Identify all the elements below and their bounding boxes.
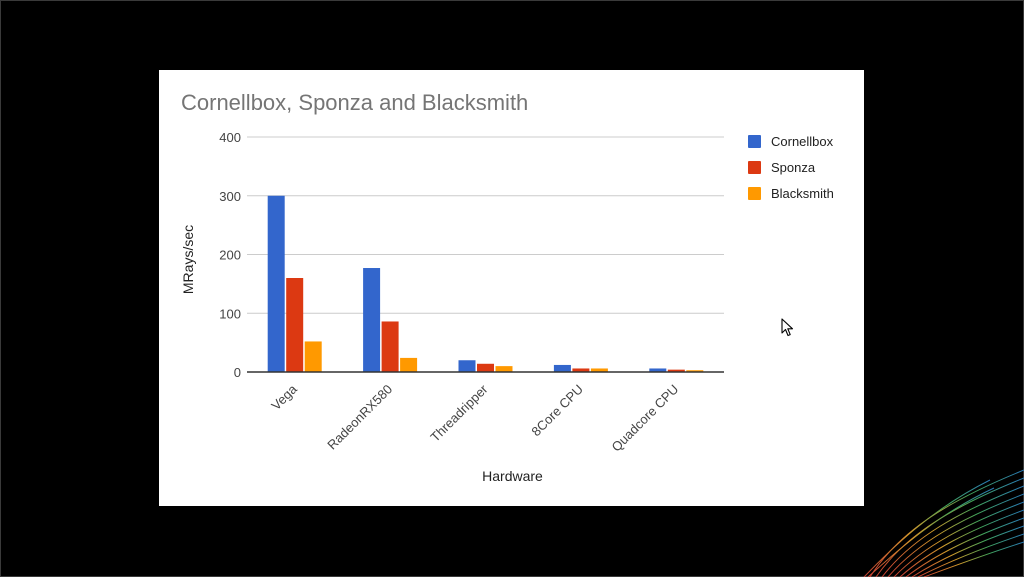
bar-cornellbox-4 bbox=[649, 368, 667, 372]
bar-sponza-0 bbox=[286, 278, 304, 372]
chart-card: 0 100 200 300 400 Vega RadeonRX580 Threadripper… bbox=[159, 70, 864, 506]
legend-item-cornellbox: Cornellbox bbox=[748, 128, 834, 154]
bar-blacksmith-2 bbox=[495, 366, 513, 372]
x-tick-label: Vega bbox=[268, 381, 300, 413]
legend-label: Cornellbox bbox=[771, 133, 834, 149]
x-axis-title: Hardware bbox=[482, 468, 543, 484]
y-tick-label: 300 bbox=[219, 189, 241, 204]
chart-title: Cornellbox, Sponza and Blacksmith bbox=[181, 90, 529, 115]
legend-item-blacksmith: Blacksmith bbox=[748, 180, 834, 206]
legend-swatch bbox=[748, 160, 761, 174]
legend-label: Blacksmith bbox=[771, 185, 834, 201]
colorful-wave-lines-icon bbox=[863, 469, 1024, 577]
bar-cornellbox-3 bbox=[553, 364, 571, 372]
legend-swatch bbox=[748, 134, 761, 148]
bar-cornellbox-2 bbox=[458, 360, 476, 372]
mouse-pointer-icon bbox=[781, 318, 794, 337]
y-tick-label: 0 bbox=[234, 365, 241, 380]
bar-blacksmith-0 bbox=[304, 341, 322, 372]
x-tick-label: Quadcore CPU bbox=[608, 382, 681, 455]
bar-cornellbox-1 bbox=[363, 268, 381, 372]
x-tick-label: 8Core CPU bbox=[528, 382, 586, 440]
bar-sponza-4 bbox=[667, 369, 685, 372]
bar-blacksmith-4 bbox=[686, 370, 704, 372]
chart-plot: 0 100 200 300 400 Vega RadeonRX580 Threadripper… bbox=[180, 130, 724, 484]
bar-blacksmith-3 bbox=[590, 368, 608, 372]
legend-item-sponza: Sponza bbox=[748, 154, 834, 180]
y-axis-title: MRays/sec bbox=[180, 225, 196, 294]
legend-swatch bbox=[748, 186, 761, 200]
bar-blacksmith-1 bbox=[400, 357, 418, 372]
bar-cornellbox-0 bbox=[267, 195, 285, 372]
y-tick-label: 100 bbox=[219, 306, 241, 321]
y-tick-label: 200 bbox=[219, 248, 241, 263]
x-tick-label: Threadripper bbox=[427, 381, 491, 445]
bar-sponza-1 bbox=[381, 321, 399, 372]
bar-sponza-3 bbox=[572, 368, 590, 372]
chart-legend: Cornellbox Sponza Blacksmith bbox=[748, 128, 834, 206]
y-tick-label: 400 bbox=[219, 130, 241, 145]
x-tick-label: RadeonRX580 bbox=[324, 382, 395, 453]
legend-label: Sponza bbox=[771, 159, 816, 175]
bar-sponza-2 bbox=[477, 363, 494, 372]
